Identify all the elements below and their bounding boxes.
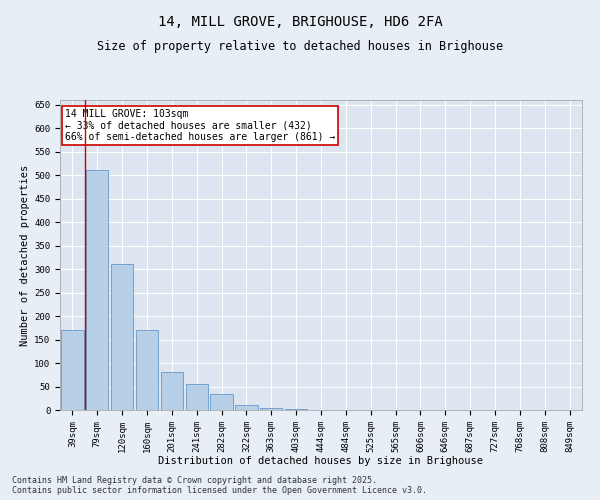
- Y-axis label: Number of detached properties: Number of detached properties: [20, 164, 30, 346]
- Bar: [235, 406, 257, 410]
- X-axis label: Distribution of detached houses by size in Brighouse: Distribution of detached houses by size …: [158, 456, 484, 466]
- Bar: [260, 408, 283, 410]
- Bar: [185, 384, 208, 410]
- Text: Size of property relative to detached houses in Brighouse: Size of property relative to detached ho…: [97, 40, 503, 53]
- Text: 14, MILL GROVE, BRIGHOUSE, HD6 2FA: 14, MILL GROVE, BRIGHOUSE, HD6 2FA: [158, 15, 442, 29]
- Text: 14 MILL GROVE: 103sqm
← 33% of detached houses are smaller (432)
66% of semi-det: 14 MILL GROVE: 103sqm ← 33% of detached …: [65, 110, 335, 142]
- Bar: [111, 264, 133, 410]
- Bar: [285, 409, 307, 410]
- Text: Contains HM Land Registry data © Crown copyright and database right 2025.
Contai: Contains HM Land Registry data © Crown c…: [12, 476, 427, 495]
- Bar: [61, 330, 83, 410]
- Bar: [211, 394, 233, 410]
- Bar: [86, 170, 109, 410]
- Bar: [136, 330, 158, 410]
- Bar: [161, 372, 183, 410]
